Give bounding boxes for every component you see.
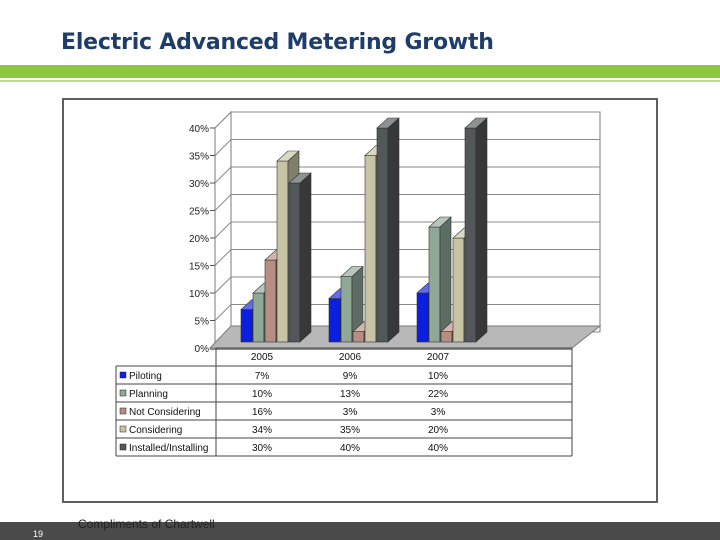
legend-key xyxy=(119,407,127,415)
bar-installed-installing-2007 xyxy=(464,127,477,343)
data-label: 7% xyxy=(255,371,270,382)
data-label: 16% xyxy=(252,407,272,418)
bar-piloting-2007 xyxy=(416,292,429,343)
bar-piloting-2005 xyxy=(240,309,253,343)
legend-label: Piloting xyxy=(129,371,162,382)
y-tick-label: 40% xyxy=(189,124,209,135)
data-label: 40% xyxy=(428,443,448,454)
legend-label: Considering xyxy=(129,425,182,436)
y-tick-label: 20% xyxy=(189,234,209,245)
y-tick-label: 0% xyxy=(195,344,210,355)
chart-frame: 0% 5% 10% 15% 20% 25% 30% 35% 40% 2005 2006 2007 Pil… xyxy=(62,98,658,503)
bar-side xyxy=(475,117,488,343)
data-label: 10% xyxy=(428,371,448,382)
data-label: 9% xyxy=(343,371,358,382)
bar-planning-2006 xyxy=(340,276,353,343)
bar-side xyxy=(439,216,452,343)
bar-piloting-2006 xyxy=(328,298,341,343)
x-category-label: 2007 xyxy=(427,352,450,363)
bar-side xyxy=(387,117,400,343)
legend-key xyxy=(119,371,127,379)
bar-top xyxy=(340,266,364,277)
data-label: 35% xyxy=(340,425,360,436)
bar-top xyxy=(428,216,452,228)
y-tick-label: 10% xyxy=(189,289,209,300)
data-label: 13% xyxy=(340,389,360,400)
x-category-label: 2005 xyxy=(251,352,274,363)
bar-not-considering-2007 xyxy=(440,331,453,343)
y-tick-label: 5% xyxy=(195,317,210,328)
bar-chart: 0% 5% 10% 15% 20% 25% 30% 35% 40% 2005 2006 2007 Pil… xyxy=(115,110,602,457)
bar-installed-installing-2005 xyxy=(288,182,301,343)
legend-label: Not Considering xyxy=(129,407,201,418)
footer-bar xyxy=(0,522,720,540)
page-number: 19 xyxy=(33,529,44,539)
y-tick-label: 25% xyxy=(189,207,209,218)
bar-considering-2007 xyxy=(452,237,465,343)
legend-key xyxy=(119,443,127,451)
bar-top xyxy=(288,172,312,184)
bar-top xyxy=(464,117,488,129)
y-tick-label: 35% xyxy=(189,152,209,163)
bar-considering-2006 xyxy=(364,155,377,343)
bar-planning-2005 xyxy=(252,292,265,343)
x-category-label: 2006 xyxy=(339,352,362,363)
gridline xyxy=(214,111,600,129)
bar-installed-installing-2006 xyxy=(376,127,389,343)
data-label: 3% xyxy=(343,407,358,418)
y-tick-label: 30% xyxy=(189,179,209,190)
credit-text: Compliments of Chartwell xyxy=(78,517,215,531)
legend-key xyxy=(119,389,127,397)
legend-label: Planning xyxy=(129,389,168,400)
legend-key xyxy=(119,425,127,433)
bar-not-considering-2005 xyxy=(264,259,277,343)
data-label: 40% xyxy=(340,443,360,454)
bar-side xyxy=(299,172,312,343)
accent-line xyxy=(0,80,720,82)
data-label: 10% xyxy=(252,389,272,400)
data-label: 20% xyxy=(428,425,448,436)
bar-not-considering-2006 xyxy=(352,331,365,343)
slide-title: Electric Advanced Metering Growth xyxy=(61,30,494,55)
data-label: 22% xyxy=(428,389,448,400)
legend-label: Installed/Installing xyxy=(129,443,209,454)
data-label: 34% xyxy=(252,425,272,436)
y-tick-label: 15% xyxy=(189,262,209,273)
data-label: 30% xyxy=(252,443,272,454)
accent-bar xyxy=(0,65,720,78)
bar-planning-2007 xyxy=(428,226,441,343)
bar-considering-2005 xyxy=(276,160,289,343)
data-label: 3% xyxy=(431,407,446,418)
bar-top xyxy=(276,150,300,162)
bar-top xyxy=(376,117,400,129)
